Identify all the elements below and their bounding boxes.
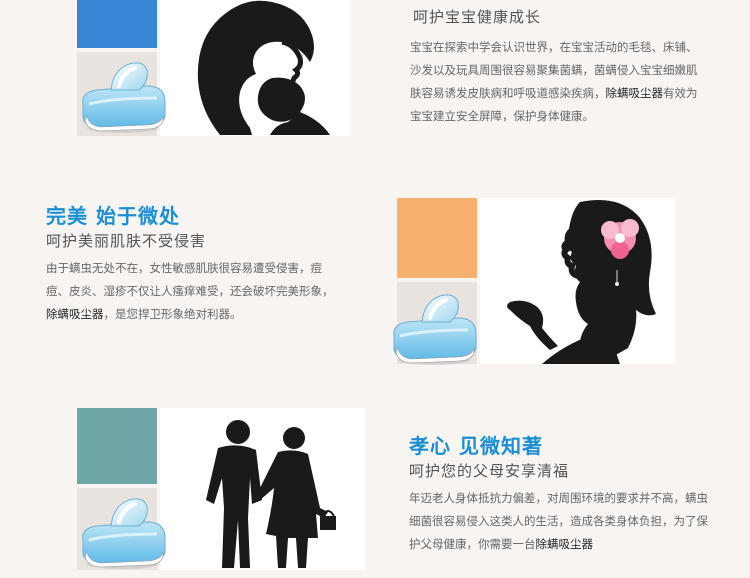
section1-subtitle: 呵护宝宝健康成长 [413,8,542,26]
section3-title: 孝心 见微知著 [409,434,543,458]
section3-body-text: 年迈老人身体抵抗力偏差，对周围环境的要求并不高，螨虫细菌很容易侵入这类人的生活，… [409,491,708,551]
section2-body: 由于螨虫无处不在，女性敏感肌肤很容易遭受侵害，痘痘、皮炎、湿疹不仅让人瘙痒难受，… [46,257,342,326]
section2-title: 完美 始于微处 [46,204,180,228]
section3-body: 年迈老人身体抵抗力偏差，对周围环境的要求并不高，螨虫细菌很容易侵入这类人的生活，… [409,487,715,556]
teal-swatch [77,408,157,484]
blue-swatch [77,0,157,48]
orange-swatch [397,198,477,278]
section3-subtitle: 呵护您的父母安享清福 [409,462,570,480]
mite-vacuum-device-icon [73,492,173,572]
section1-body: 宝宝在探索中学会认识世界，在宝宝活动的毛毯、床铺、沙发以及玩具周围很容易聚集菌螨… [410,36,700,128]
mite-vacuum-device-icon [384,288,484,368]
woman-image-panel [480,198,675,364]
mother-baby-silhouette-icon [197,0,330,135]
section2-body-end: ，是您捍卫形象绝对利器。 [103,307,242,321]
elderly-couple-silhouette-icon [206,420,336,568]
section2-subtitle: 呵护美丽肌肤不受侵害 [46,232,207,250]
woman-flower-silhouette-icon [507,200,656,364]
elderly-couple-image-panel [160,408,365,570]
section2-body-text: 由于螨虫无处不在，女性敏感肌肤很容易遭受侵害，痘痘、皮炎、湿疹不仅让人瘙痒难受，… [46,261,334,298]
section1-body-text: 宝宝在探索中学会认识世界，在宝宝活动的毛毯、床铺、沙发以及玩具周围很容易聚集菌螨… [410,40,698,100]
section3-product-name: 除螨吸尘器 [535,537,594,551]
section1-product-name: 除螨吸尘器 [605,86,664,100]
mother-baby-image-panel [160,0,350,136]
mite-vacuum-device-icon [73,56,173,136]
section1-body-end: 有效为宝宝建立安全屏障，保护身体健康。 [410,86,698,123]
section2-product-name: 除螨吸尘器 [46,307,104,321]
